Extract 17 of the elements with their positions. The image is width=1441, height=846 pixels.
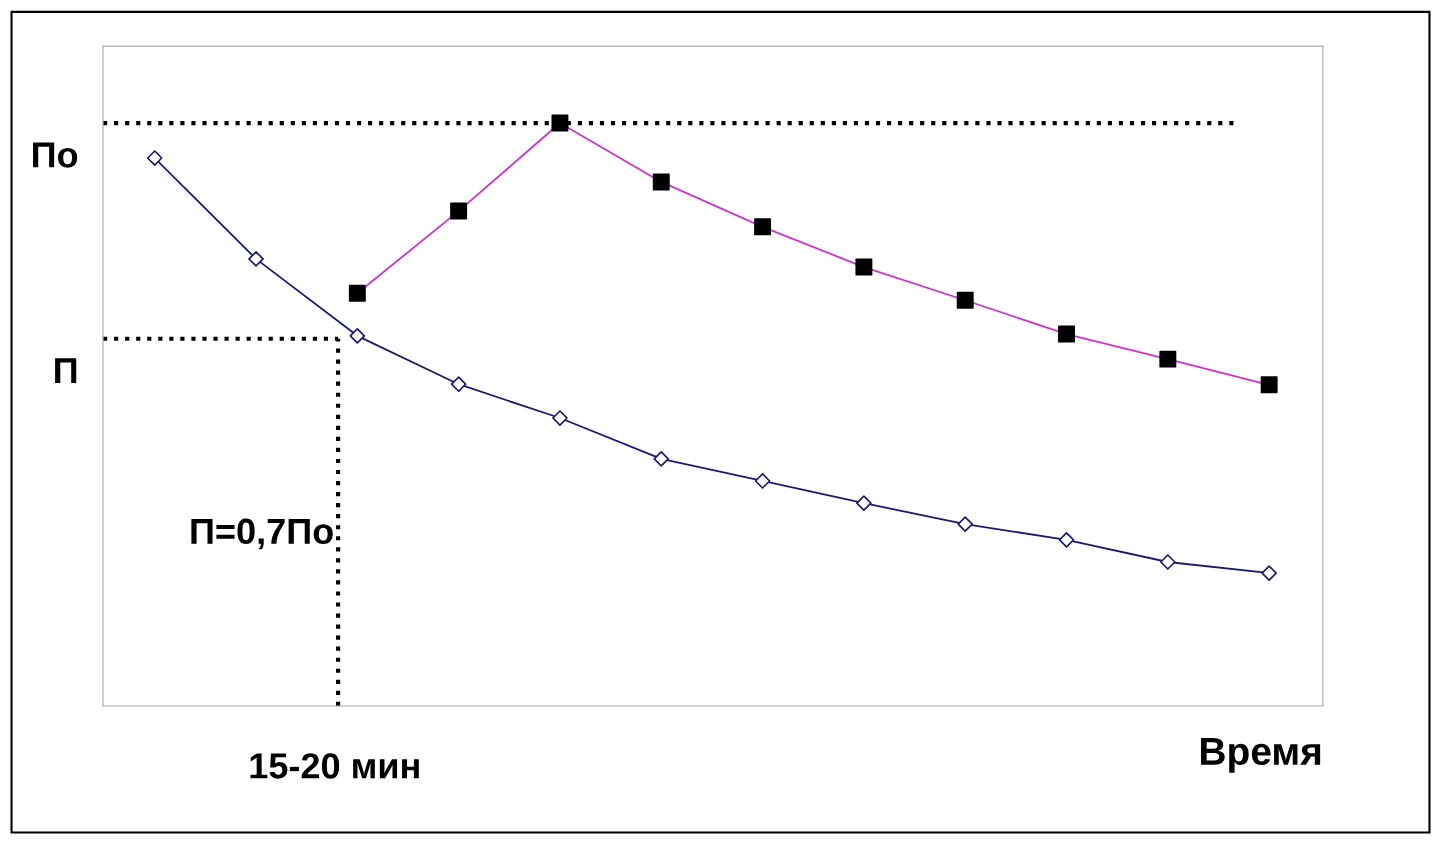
point (552, 410, 568, 426)
point (856, 495, 872, 511)
point (1159, 554, 1176, 570)
annotation: П=0,7По (191, 518, 333, 550)
point (1261, 565, 1278, 581)
point (450, 376, 467, 393)
point (957, 516, 974, 532)
ref-line-label: П (55, 358, 77, 384)
point (146, 150, 163, 166)
text: 15-20 мин (250, 753, 419, 779)
ref-line-label: По (33, 142, 78, 168)
point (349, 327, 366, 344)
point (653, 450, 670, 467)
point (1058, 531, 1075, 548)
point (248, 251, 264, 267)
point (754, 473, 771, 489)
x-axis-title: Время (1201, 737, 1321, 773)
